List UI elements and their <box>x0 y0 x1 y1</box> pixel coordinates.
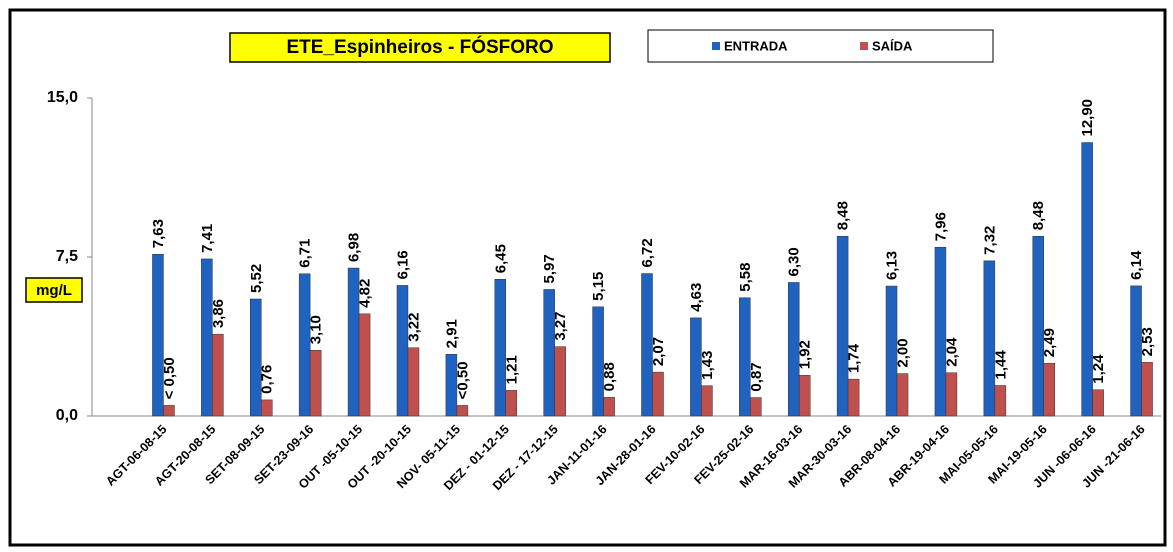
data-label: 7,32 <box>981 226 998 255</box>
bar <box>396 285 409 417</box>
data-label: 2,91 <box>443 319 460 348</box>
legend-box <box>647 29 994 63</box>
bar <box>250 298 262 417</box>
bar <box>445 354 458 417</box>
data-label: 3,10 <box>308 315 325 344</box>
data-label: 1,43 <box>699 350 716 379</box>
data-label: 2,49 <box>1041 328 1058 357</box>
y-axis-label: mg/L <box>36 282 72 299</box>
bar <box>494 279 507 417</box>
data-label: 5,58 <box>737 263 754 292</box>
bar <box>543 289 555 417</box>
data-label: 6,98 <box>346 233 363 262</box>
data-label: 8,48 <box>1030 201 1047 230</box>
data-label: 7,63 <box>150 219 167 248</box>
data-label: 1,92 <box>797 340 814 369</box>
bar <box>885 285 898 417</box>
bar <box>798 375 811 417</box>
bar <box>739 297 751 417</box>
data-label: 8,48 <box>835 201 852 230</box>
chart-title: ETE_Espinheiros - FÓSFORO <box>286 36 553 58</box>
bar <box>163 405 175 417</box>
data-label: 6,45 <box>492 244 509 273</box>
y-tick-label: 15,0 <box>47 89 78 106</box>
data-label: 3,22 <box>405 313 422 342</box>
data-label: 5,97 <box>541 254 558 283</box>
data-label: 1,24 <box>1090 354 1107 384</box>
data-label: 1,74 <box>846 343 863 373</box>
data-label: 4,63 <box>688 283 705 312</box>
data-label: 1,44 <box>992 350 1009 380</box>
bar <box>554 346 566 417</box>
bar <box>201 258 213 417</box>
bar <box>787 282 800 417</box>
data-label: 2,53 <box>1139 327 1156 356</box>
bar <box>690 317 702 417</box>
bar <box>896 373 909 417</box>
data-label: < 0,50 <box>161 357 178 399</box>
data-label: 7,96 <box>932 212 949 241</box>
legend-swatch <box>860 42 868 50</box>
bar <box>836 235 849 417</box>
data-label: 12,90 <box>1079 99 1096 137</box>
data-label: 4,82 <box>357 279 374 308</box>
data-label: 7,41 <box>199 224 216 253</box>
bar <box>298 273 311 417</box>
bar <box>592 306 604 417</box>
bar <box>1081 142 1093 417</box>
y-label-box <box>25 277 83 303</box>
bar <box>456 405 469 417</box>
data-label: 6,30 <box>786 247 803 276</box>
bar <box>847 378 860 417</box>
data-label: 0,76 <box>259 365 276 394</box>
bar <box>309 350 322 417</box>
y-tick-label: 0,0 <box>56 407 78 424</box>
bar <box>994 385 1007 417</box>
legend-label: ENTRADA <box>724 38 788 53</box>
bar <box>1092 389 1104 417</box>
bar <box>152 253 164 417</box>
bar <box>1130 285 1142 417</box>
bar <box>983 260 996 417</box>
bar <box>407 347 420 417</box>
data-label: 2,07 <box>650 337 667 366</box>
data-label: 6,71 <box>297 239 314 268</box>
data-label: <0,50 <box>454 361 471 399</box>
bar <box>358 313 371 417</box>
bar <box>750 397 762 417</box>
data-label: 0,88 <box>601 362 618 391</box>
legend-label: SAÍDA <box>872 38 913 53</box>
bar <box>603 397 615 417</box>
data-label: 1,21 <box>503 355 520 384</box>
data-label: 5,15 <box>590 272 607 301</box>
bar <box>652 371 664 417</box>
data-label: 6,14 <box>1128 250 1145 280</box>
data-label: 5,52 <box>248 264 265 293</box>
title-box <box>229 32 611 63</box>
bar <box>505 390 518 417</box>
bar <box>934 246 947 417</box>
data-label: 2,00 <box>895 338 912 367</box>
data-label: 6,72 <box>639 238 656 267</box>
data-label: 2,04 <box>943 337 960 367</box>
bar <box>945 372 958 417</box>
y-tick-label: 7,5 <box>56 248 78 265</box>
data-label: 6,16 <box>394 250 411 279</box>
legend-swatch <box>712 42 720 50</box>
data-label: 0,87 <box>748 362 765 391</box>
bar <box>261 399 273 417</box>
data-label: 3,86 <box>210 299 227 328</box>
bar <box>212 333 224 417</box>
bar <box>641 273 653 417</box>
bar <box>701 385 713 417</box>
bar <box>1141 362 1153 417</box>
bar <box>1043 362 1055 417</box>
data-label: 6,13 <box>884 251 901 280</box>
data-label: 3,27 <box>552 311 569 340</box>
bar <box>1032 235 1044 417</box>
